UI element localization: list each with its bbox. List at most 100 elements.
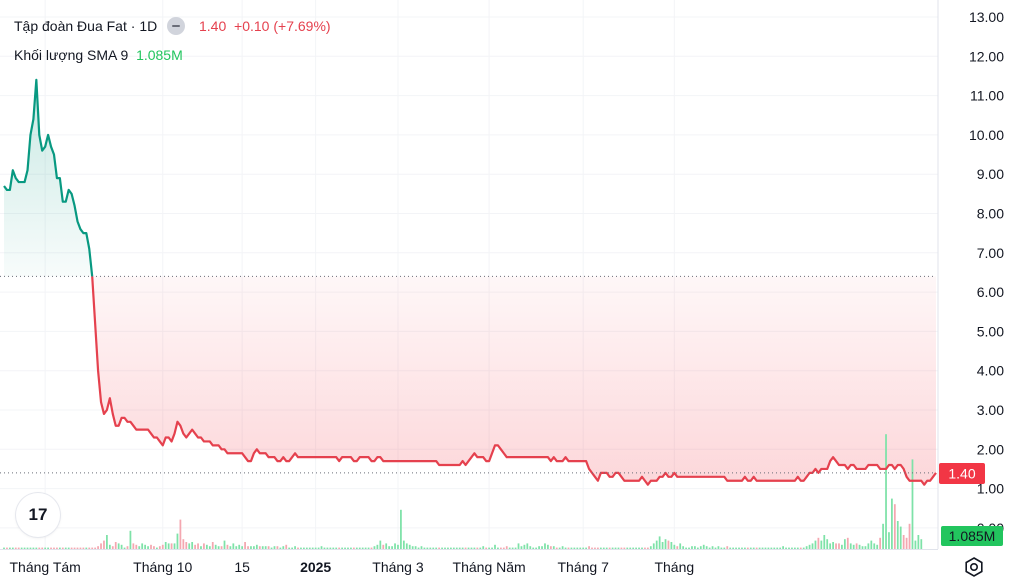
volume-bar xyxy=(888,532,890,549)
symbol-name[interactable]: Tập đoàn Đua Fat xyxy=(14,18,127,34)
volume-indicator-label[interactable]: Khối lượng SMA 9 xyxy=(14,47,129,63)
volume-bar xyxy=(438,547,441,549)
volume-bar xyxy=(870,540,873,549)
volume-bar xyxy=(570,547,573,549)
volume-bar xyxy=(785,547,787,549)
volume-bar xyxy=(473,547,476,549)
volume-bar xyxy=(555,547,558,549)
gear-icon[interactable] xyxy=(962,556,986,578)
volume-bar xyxy=(103,540,105,549)
volume-bar xyxy=(214,544,217,549)
y-tick-label: 6.00 xyxy=(977,284,1004,300)
volume-bar xyxy=(273,546,276,549)
volume-bar xyxy=(217,546,220,549)
reference-lines xyxy=(0,275,936,474)
volume-bar xyxy=(35,547,38,549)
x-tick-label: Tháng 3 xyxy=(372,559,424,575)
volume-bar xyxy=(176,533,179,549)
volume-bar xyxy=(776,547,779,549)
volume-bar xyxy=(658,536,661,549)
volume-bar xyxy=(646,547,649,549)
volume-bar xyxy=(317,547,320,549)
volume-bar xyxy=(773,547,776,549)
volume-bar xyxy=(379,540,382,549)
volume-bar xyxy=(426,547,429,549)
volume-bar xyxy=(164,542,167,549)
volume-bar xyxy=(276,546,279,549)
volume-bar xyxy=(673,544,676,549)
volume-bar xyxy=(582,547,585,549)
volume-bar xyxy=(270,547,273,549)
volume-bar xyxy=(641,547,643,549)
volume-bar xyxy=(397,544,399,549)
volume-bar xyxy=(911,459,914,549)
volume-bar xyxy=(811,543,814,549)
volume-bar xyxy=(882,523,884,549)
y-tick-label: 5.00 xyxy=(977,323,1004,339)
volume-bar xyxy=(153,546,155,549)
volume-bar xyxy=(141,543,144,549)
interval-label[interactable]: 1D xyxy=(139,18,158,34)
x-tick-label: 15 xyxy=(234,559,250,575)
volume-bar xyxy=(829,543,832,549)
volume-bar xyxy=(452,547,455,549)
volume-bar xyxy=(823,535,826,549)
volume-bar xyxy=(476,547,479,549)
volume-bar xyxy=(264,546,267,549)
volume-bar xyxy=(303,547,305,549)
volume-bar xyxy=(85,547,88,549)
volume-bar xyxy=(294,546,296,549)
volume-bar xyxy=(6,547,8,549)
price-badge: 1.40 xyxy=(948,466,975,482)
volume-bar xyxy=(220,546,223,549)
volume-bar xyxy=(699,546,702,549)
volume-bar xyxy=(696,547,699,549)
volume-bar xyxy=(208,546,211,549)
volume-bar xyxy=(626,547,629,549)
area-fill-below-baseline xyxy=(92,276,936,485)
volume-bar xyxy=(64,547,67,549)
volume-bar xyxy=(841,544,843,549)
volume-bar xyxy=(44,547,47,549)
volume-bar xyxy=(588,546,590,549)
volume-bar xyxy=(867,543,870,549)
volume-bar xyxy=(770,547,773,549)
series-line-above-baseline xyxy=(3,78,94,277)
legend-symbol-row: Tập đoàn Đua Fat · 1D 1.40 +0.10 (+7.69%… xyxy=(14,17,331,35)
volume-bar xyxy=(599,547,602,549)
last-price: 1.40 xyxy=(199,18,227,34)
volume-bar xyxy=(261,546,264,549)
volume-bar xyxy=(291,547,294,549)
tradingview-logo[interactable]: 17 xyxy=(16,493,60,537)
volume-bar xyxy=(32,547,35,549)
eye-icon[interactable] xyxy=(167,17,186,35)
volume-bar xyxy=(832,542,834,549)
volume-bar xyxy=(670,542,673,549)
volume-bar xyxy=(405,543,408,549)
volume-bar xyxy=(350,547,352,549)
volume-bar xyxy=(485,547,488,549)
volume-bar xyxy=(244,542,246,549)
volume-bar xyxy=(106,535,108,549)
y-tick-label: 7.00 xyxy=(977,245,1004,261)
volume-bar xyxy=(497,547,499,549)
area-fills xyxy=(4,79,936,485)
volume-bar xyxy=(414,546,417,549)
volume-bar xyxy=(738,547,740,549)
x-tick-label: 2025 xyxy=(300,559,331,575)
volume-bar xyxy=(846,537,849,549)
volume-bar xyxy=(305,547,308,549)
volume-bar xyxy=(14,547,17,549)
volume-bar xyxy=(664,539,667,549)
volume-bar xyxy=(864,546,867,549)
volume-badge-bg xyxy=(941,526,1003,546)
volume-bar xyxy=(682,546,685,549)
volume-bar xyxy=(20,547,23,549)
volume-bar xyxy=(591,547,593,549)
volume-bar xyxy=(79,547,82,549)
volume-bar xyxy=(326,547,329,549)
x-tick-label: Tháng 7 xyxy=(558,559,610,575)
volume-bar xyxy=(579,547,582,549)
volume-bar xyxy=(135,544,138,549)
